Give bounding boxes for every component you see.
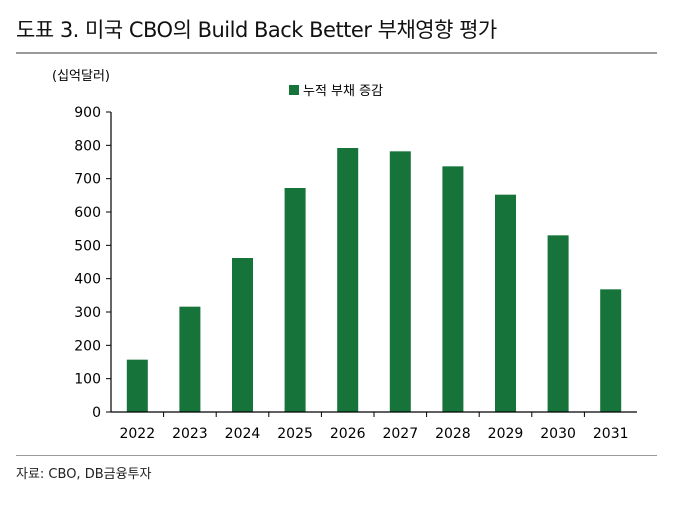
x-tick-label: 2022 bbox=[119, 426, 155, 442]
y-tick-label: 200 bbox=[74, 338, 101, 354]
y-tick-label: 900 bbox=[74, 105, 101, 121]
bar-2022 bbox=[126, 359, 148, 412]
title-divider bbox=[16, 52, 657, 54]
y-tick-label: 700 bbox=[74, 172, 101, 188]
x-tick-label: 2024 bbox=[225, 426, 261, 442]
bar-2027 bbox=[389, 151, 411, 413]
legend-label: 누적 부채 증감 bbox=[303, 84, 383, 99]
y-tick-label: 400 bbox=[74, 272, 101, 288]
x-tick-label: 2029 bbox=[488, 426, 524, 442]
bar-2025 bbox=[284, 188, 306, 412]
bar-2029 bbox=[495, 194, 516, 412]
y-unit-label: (십억달러) bbox=[52, 69, 110, 84]
footer-divider bbox=[16, 455, 657, 456]
bar-2026 bbox=[337, 148, 359, 412]
y-tick-label: 100 bbox=[74, 372, 101, 388]
legend-swatch bbox=[289, 85, 299, 95]
page-title: 도표 3. 미국 CBO의 Build Back Better 부채영향 평가 bbox=[16, 18, 497, 42]
bars bbox=[126, 148, 622, 413]
chart-legend: 누적 부채 증감 bbox=[289, 84, 383, 99]
x-tick-label: 2030 bbox=[540, 426, 576, 442]
bar-2024 bbox=[232, 258, 253, 412]
x-tick-label: 2023 bbox=[172, 426, 208, 442]
y-tick-label: 800 bbox=[74, 138, 101, 154]
x-tick-label: 2027 bbox=[382, 426, 418, 442]
bar-2031 bbox=[600, 289, 622, 412]
bar-2023 bbox=[179, 306, 201, 412]
bar-2028 bbox=[442, 166, 464, 412]
x-tick-label: 2028 bbox=[435, 426, 471, 442]
y-tick-label: 600 bbox=[74, 205, 101, 221]
x-tick-label: 2031 bbox=[593, 426, 629, 442]
x-tick-label: 2026 bbox=[330, 426, 366, 442]
y-tick-label: 0 bbox=[92, 405, 101, 421]
y-tick-label: 500 bbox=[74, 238, 101, 254]
bar-2030 bbox=[547, 235, 569, 412]
y-axis-ticks: 0 100 200 300 400 500 600 700 800 900 bbox=[74, 105, 111, 421]
y-tick-label: 300 bbox=[74, 305, 101, 321]
x-tick-label: 2025 bbox=[277, 426, 313, 442]
source-note: 자료: CBO, DB금융투자 bbox=[16, 467, 152, 482]
x-axis-ticks: 2022 2023 2024 2025 2026 2027 2028 2029 2030 2031 bbox=[119, 412, 629, 442]
